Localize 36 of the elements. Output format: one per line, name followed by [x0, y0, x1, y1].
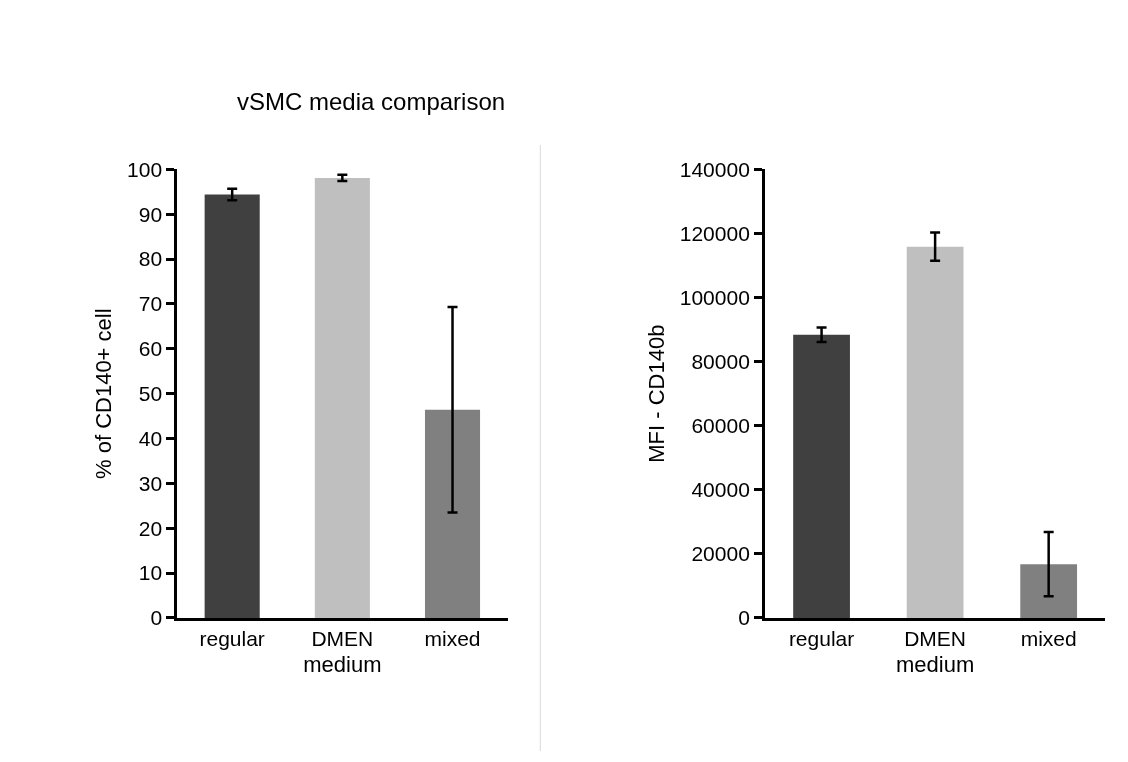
y-tick-label: 120000 — [679, 221, 750, 245]
y-tick-label: 40 — [138, 426, 163, 450]
y-tick-label: 20000 — [691, 542, 750, 566]
y-axis-title: MFI - CD140b — [643, 324, 669, 463]
y-tick-label: 60 — [138, 337, 163, 361]
chart-title: vSMC media comparison — [237, 88, 506, 115]
x-tick-label: DMEN — [904, 626, 967, 650]
y-tick-label: 50 — [138, 382, 163, 406]
bar — [424, 409, 481, 618]
bar — [1020, 564, 1078, 618]
x-tick-label: regular — [199, 626, 265, 650]
y-tick-label: 20 — [138, 516, 163, 540]
bar — [906, 246, 964, 618]
y-tick-label: 80000 — [691, 350, 750, 374]
y-tick-label: 70 — [138, 292, 163, 316]
x-tick-label: regular — [788, 626, 855, 650]
y-tick-label: 10 — [138, 561, 163, 585]
x-tick-label: DMEN — [311, 626, 374, 650]
y-tick-label: 140000 — [679, 157, 750, 181]
y-axis-title: % of CD140+ cell — [90, 308, 116, 479]
y-tick-label: 100 — [127, 157, 163, 181]
y-tick-label: 100000 — [679, 285, 750, 309]
y-tick-label: 60000 — [691, 414, 750, 438]
bar — [204, 194, 260, 618]
y-tick-label: 30 — [138, 471, 163, 495]
y-tick-label: 40000 — [691, 478, 750, 502]
y-tick-label: 0 — [150, 606, 163, 630]
y-tick-label: 0 — [738, 606, 750, 630]
y-tick-label: 80 — [138, 247, 163, 271]
y-tick-label: 90 — [138, 202, 163, 226]
x-axis-title: medium — [303, 651, 382, 677]
x-tick-label: mixed — [1020, 626, 1077, 650]
x-axis-title: medium — [895, 651, 975, 677]
x-tick-label: mixed — [424, 626, 481, 650]
bar — [793, 334, 850, 618]
bar — [314, 177, 370, 618]
